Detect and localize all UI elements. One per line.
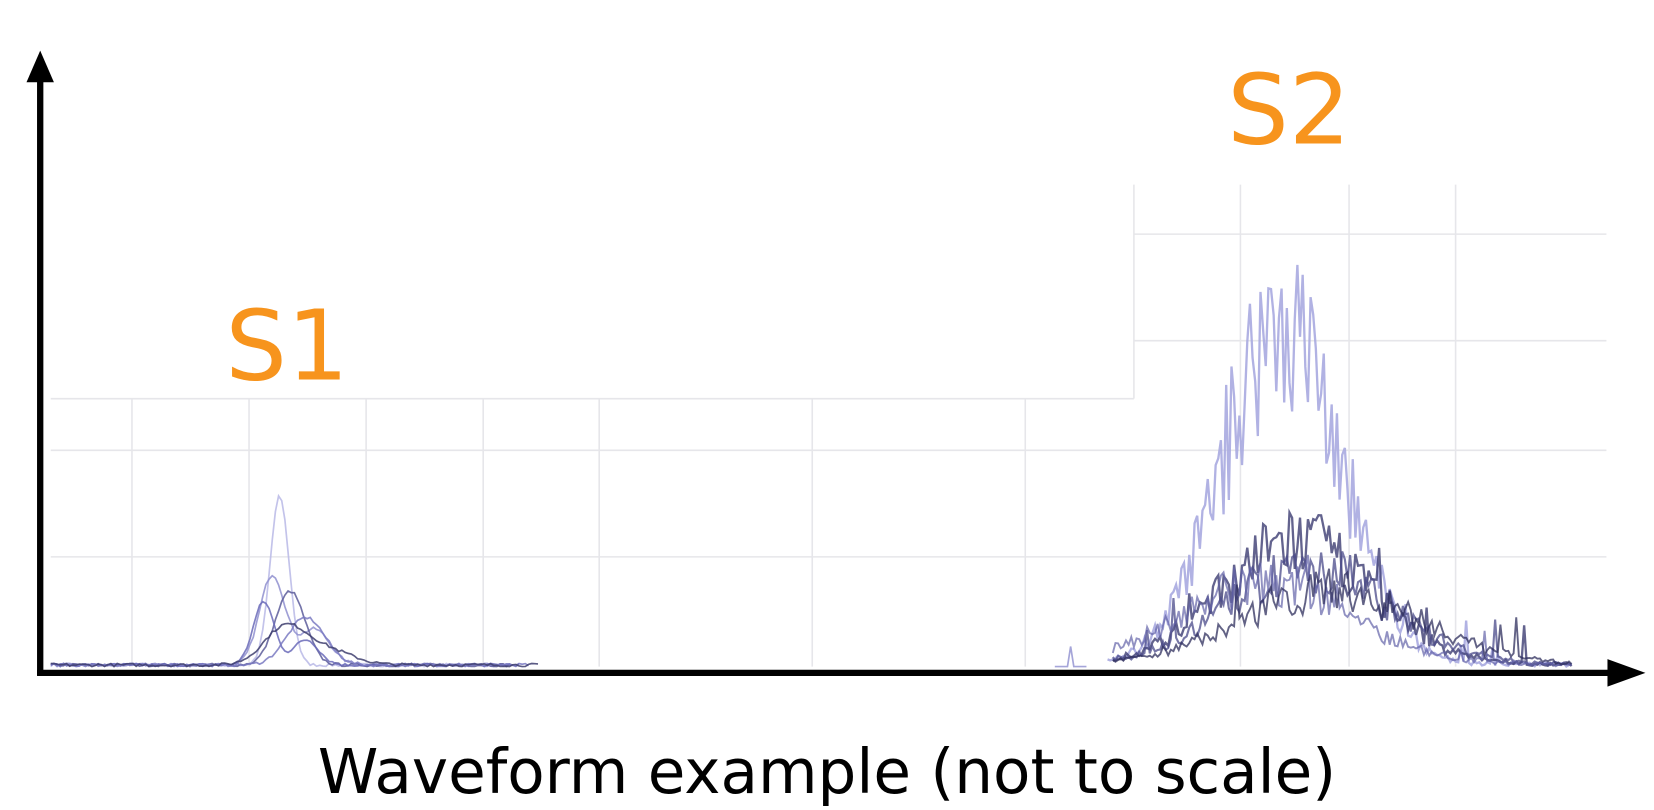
s2-label: S2 bbox=[1227, 53, 1350, 166]
waveform bbox=[1111, 551, 1572, 667]
waveform bbox=[50, 589, 514, 668]
axes bbox=[26, 50, 1646, 687]
waveform bbox=[1111, 554, 1572, 668]
waveform bbox=[50, 493, 495, 668]
waveforms bbox=[50, 264, 1573, 668]
waveform bbox=[50, 574, 504, 668]
waveform bbox=[1112, 508, 1573, 667]
waveform bbox=[1054, 646, 1087, 668]
s1-grid bbox=[50, 397, 1607, 667]
waveform bbox=[1112, 568, 1573, 666]
caption: Waveform example (not to scale) bbox=[318, 737, 1336, 808]
waveform bbox=[50, 600, 520, 668]
x-arrow bbox=[1607, 659, 1646, 687]
s1-label: S1 bbox=[225, 290, 348, 403]
y-arrow bbox=[26, 50, 54, 83]
waveform bbox=[50, 622, 539, 668]
